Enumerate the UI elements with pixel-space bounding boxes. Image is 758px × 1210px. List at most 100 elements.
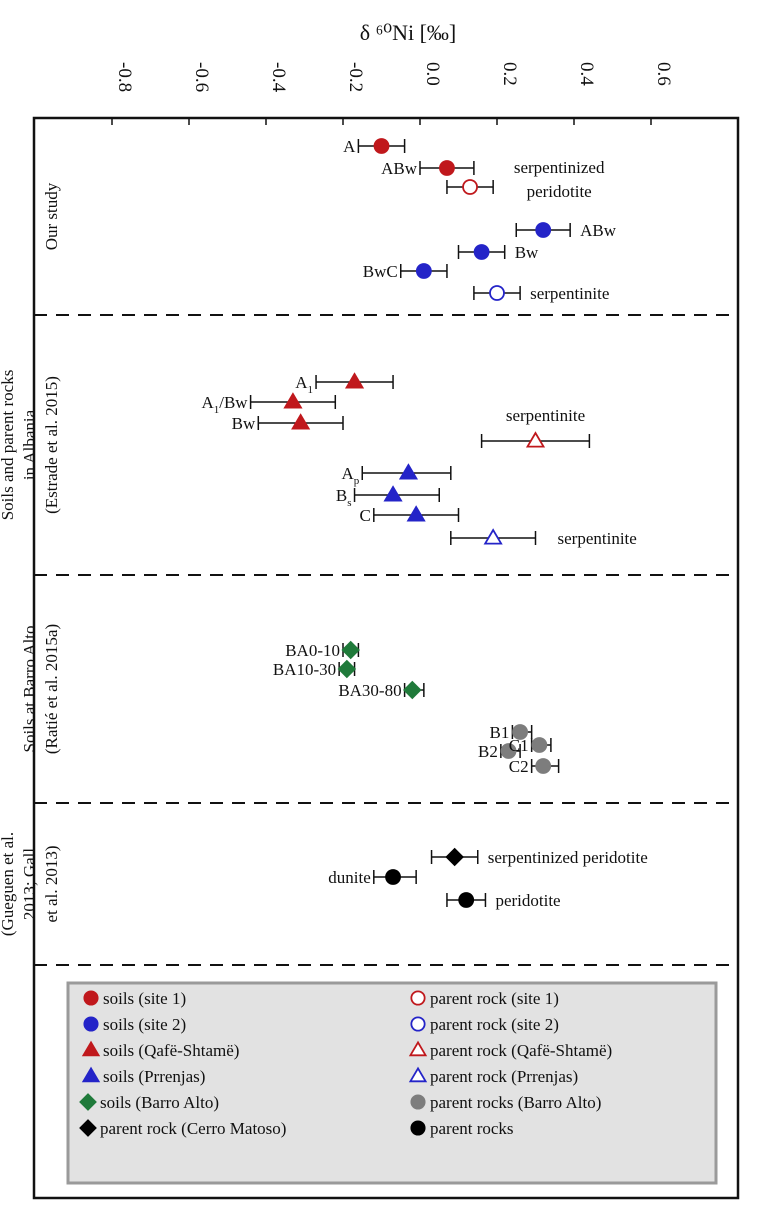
point-label-13: C	[359, 506, 370, 525]
legend-marker-4	[81, 1040, 101, 1057]
legend-entry-8: soils (Barro Alto)	[79, 1093, 219, 1112]
point-marker-13	[406, 505, 426, 522]
point-marker-1	[439, 160, 455, 176]
point-label-15: BA0-10	[285, 641, 340, 660]
legend-marker-5	[408, 1040, 428, 1057]
x-tick-label-3: -0.2	[345, 62, 366, 92]
legend-entry-3: parent rock (site 2)	[410, 1015, 559, 1034]
group-label-0: Our study	[42, 182, 61, 250]
legend-label-5: parent rock (Qafë-Shtamë)	[430, 1041, 612, 1060]
point-label-20: C1	[509, 736, 529, 755]
legend-marker-1	[410, 990, 426, 1006]
point-marker-12	[383, 485, 403, 502]
point-marker-3	[535, 222, 552, 238]
point-marker-18	[512, 724, 528, 740]
point-4: Bw	[457, 243, 539, 262]
chart-title: δ ⁶⁰Ni [‰]	[360, 20, 457, 45]
group-label-2: Soils at Barro Alto (Ratié et al. 2015a)	[20, 624, 61, 754]
point-8: A1/Bw	[201, 392, 337, 416]
legend-box	[66, 981, 718, 1185]
point-marker-4	[473, 244, 490, 260]
legend-label-4: soils (Qafë-Shtamë)	[103, 1041, 239, 1060]
point-label-11: Ap	[341, 464, 359, 487]
legend-label-3: parent rock (site 2)	[430, 1015, 559, 1034]
point-marker-21	[535, 758, 552, 774]
legend-label-2: soils (site 2)	[103, 1015, 186, 1034]
legend-marker-9	[410, 1094, 426, 1110]
x-axis-ticks: -0.8 -0.6 -0.4 -0.2 0.0 0.2 0.4 0.6	[111, 62, 674, 125]
point-6: serpentinite	[473, 284, 609, 303]
legend-entry-7: parent rock (Prrenjas)	[408, 1066, 578, 1086]
point-label-23: dunite	[328, 868, 371, 887]
legend-label-8: soils (Barro Alto)	[100, 1093, 219, 1112]
group-labels: Our study Soils and parent rocksin Albani…	[0, 182, 61, 936]
x-tick-label-1: -0.6	[191, 62, 212, 92]
x-tick-label-2: -0.4	[268, 62, 289, 93]
point-1: ABw	[381, 159, 475, 178]
point-marker-23	[385, 869, 401, 885]
legend-entry-10: parent rock (Cerro Matoso)	[79, 1119, 286, 1138]
legend-label-9: parent rocks (Barro Alto)	[430, 1093, 601, 1112]
plot-frame	[32, 116, 740, 1200]
point-7: A1	[295, 372, 394, 396]
point-label-2: serpentinized	[514, 158, 605, 177]
legend-marker-2	[83, 1016, 99, 1032]
point-14: serpentinite	[450, 528, 637, 548]
group-label-1: Soils and parent rocksin Albania (Estrade…	[0, 370, 61, 521]
point-label-24: peridotite	[495, 891, 560, 910]
point-marker-0	[373, 138, 390, 154]
point-label-17: BA30-80	[338, 681, 401, 700]
legend-entry-2: soils (site 2)	[83, 1015, 186, 1034]
point-marker-10	[525, 431, 546, 448]
point-marker-20	[531, 737, 548, 753]
point-11: Ap	[341, 463, 452, 487]
point-10: serpentinite	[480, 406, 591, 448]
legend-marker-11	[410, 1120, 426, 1136]
legend: soils (site 1) parent rock (site 1) soils …	[66, 981, 718, 1185]
legend-entry-1: parent rock (site 1)	[410, 989, 559, 1008]
point-label-7: A1	[295, 373, 313, 396]
point-label-21: C2	[509, 757, 529, 776]
point-label-6: serpentinite	[530, 284, 609, 303]
point-marker-11	[398, 463, 419, 480]
point-label-9: Bw	[232, 414, 256, 433]
point-16: BA10-30	[273, 659, 357, 679]
x-tick-label-7: 0.6	[653, 62, 674, 86]
point-0: A	[343, 137, 406, 156]
point-label-18: B1	[490, 723, 510, 742]
point-20: C1	[509, 736, 552, 755]
point-label-16: BA10-30	[273, 660, 336, 679]
legend-marker-3	[410, 1016, 426, 1032]
point-marker-19	[500, 743, 517, 759]
point-label-5: BwC	[363, 262, 398, 281]
group-separators	[34, 314, 738, 966]
point-19: B2	[478, 742, 521, 761]
legend-label-11: parent rocks	[430, 1119, 514, 1138]
point-marker-9	[291, 413, 311, 430]
point-label-19: B2	[478, 742, 498, 761]
x-tick-label-5: 0.2	[499, 62, 520, 86]
point-marker-8	[283, 392, 303, 409]
point-label-12: Bs	[336, 486, 352, 509]
point-label-4: Bw	[515, 243, 539, 262]
point-label-8: A1/Bw	[201, 393, 248, 416]
point-17: BA30-80	[338, 680, 425, 700]
point-13: C	[359, 505, 460, 525]
point-3: ABw	[515, 221, 617, 240]
point-marker-22	[445, 847, 464, 867]
legend-label-7: parent rock (Prrenjas)	[430, 1067, 578, 1086]
point-label-3: ABw	[580, 221, 617, 240]
point-label-10: serpentinite	[506, 406, 585, 425]
x-tick-label-0: -0.8	[114, 62, 135, 92]
legend-entry-0: soils (site 1)	[83, 989, 186, 1008]
point-marker-5	[415, 263, 432, 279]
legend-entry-6: soils (Prrenjas)	[81, 1066, 205, 1086]
point-18: B1	[490, 723, 533, 742]
legend-entry-9: parent rocks (Barro Alto)	[410, 1093, 601, 1112]
legend-entry-11: parent rocks	[410, 1119, 514, 1138]
legend-marker-8	[79, 1093, 97, 1111]
point-marker-7	[344, 372, 365, 389]
point-12: Bs	[336, 485, 440, 509]
point-label2-2: peridotite	[527, 182, 592, 201]
point-label-14: serpentinite	[558, 529, 637, 548]
